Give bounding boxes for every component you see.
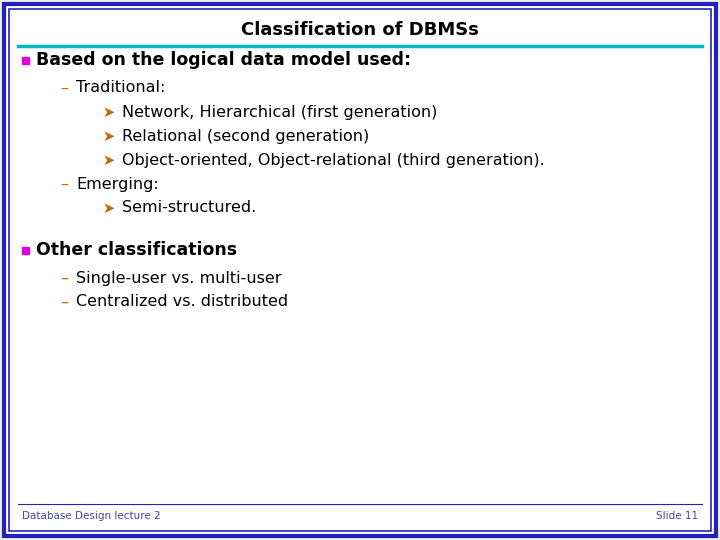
Text: ➤: ➤	[103, 105, 115, 119]
Text: Emerging:: Emerging:	[76, 177, 158, 192]
Text: Object-oriented, Object-relational (third generation).: Object-oriented, Object-relational (thir…	[122, 152, 545, 167]
Text: Based on the logical data model used:: Based on the logical data model used:	[36, 51, 411, 69]
Text: Single-user vs. multi-user: Single-user vs. multi-user	[76, 271, 282, 286]
Bar	[22, 57, 29, 64]
Text: ➤: ➤	[103, 152, 115, 167]
Text: ➤: ➤	[103, 129, 115, 144]
Text: Classification of DBMSs: Classification of DBMSs	[241, 21, 479, 39]
Text: Network, Hierarchical (first generation): Network, Hierarchical (first generation)	[122, 105, 437, 119]
Text: Slide 11: Slide 11	[656, 511, 698, 521]
Text: –: –	[60, 294, 68, 309]
Text: –: –	[60, 177, 68, 192]
Text: Relational (second generation): Relational (second generation)	[122, 129, 369, 144]
Text: ➤: ➤	[103, 200, 115, 215]
Text: Other classifications: Other classifications	[36, 241, 237, 259]
FancyBboxPatch shape	[6, 6, 714, 534]
Text: –: –	[60, 271, 68, 286]
Text: Traditional:: Traditional:	[76, 80, 166, 96]
Bar	[22, 246, 29, 253]
Text: –: –	[60, 80, 68, 96]
Text: Semi-structured.: Semi-structured.	[122, 200, 256, 215]
Text: Database Design lecture 2: Database Design lecture 2	[22, 511, 161, 521]
Text: Centralized vs. distributed: Centralized vs. distributed	[76, 294, 288, 309]
